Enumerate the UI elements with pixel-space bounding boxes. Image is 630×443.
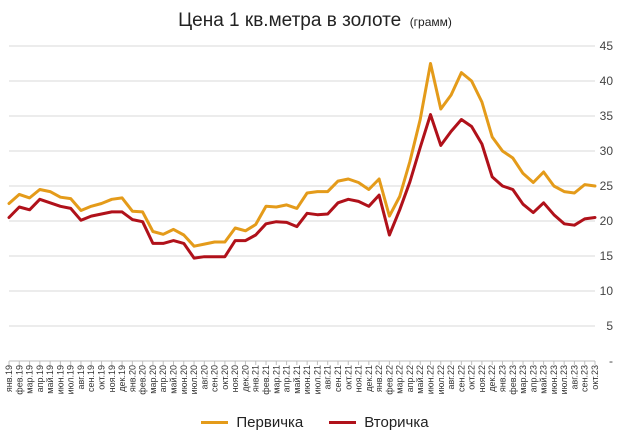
- x-tick-label: май.22: [415, 365, 425, 394]
- x-tick-label: окт.22: [467, 365, 477, 390]
- x-tick-label: апр.23: [528, 365, 538, 392]
- chart-title-unit: (грамм): [409, 15, 452, 29]
- x-tick-label: май.21: [292, 365, 302, 394]
- legend-swatch-primary: [201, 421, 229, 424]
- x-tick-label: ноя.22: [477, 365, 487, 392]
- x-tick-label: июн.20: [179, 365, 189, 394]
- x-tick-label: сен.23: [580, 365, 590, 392]
- x-tick-label: ноя.20: [230, 365, 240, 392]
- x-tick-label: окт.20: [220, 365, 230, 390]
- x-tick-label: июл.21: [312, 365, 322, 394]
- x-tick-label: апр.19: [35, 365, 45, 392]
- y-tick-label: 30: [600, 144, 614, 158]
- x-tick-label: дек.19: [117, 365, 127, 392]
- x-tick-label: янв.19: [4, 365, 14, 392]
- x-tick-label: ноя.19: [107, 365, 117, 392]
- x-tick-label: май.19: [45, 365, 55, 394]
- x-tick-label: июн.22: [426, 365, 436, 394]
- x-tick-label: июл.23: [559, 365, 569, 394]
- y-tick-label: 5: [606, 319, 613, 333]
- x-tick-label: дек.20: [240, 365, 250, 392]
- x-tick-label: июн.19: [55, 365, 65, 394]
- x-tick-label: дек.21: [364, 365, 374, 392]
- y-tick-label: 45: [600, 39, 614, 53]
- x-tick-label: апр.22: [405, 365, 415, 392]
- x-tick-label: ноя.21: [354, 365, 364, 392]
- x-tick-label: фев.20: [138, 365, 148, 395]
- x-tick-label: сен.19: [86, 365, 96, 392]
- x-tick-label: май.23: [539, 365, 549, 394]
- x-tick-label: авг.22: [446, 365, 456, 389]
- x-tick-label: авг.19: [76, 365, 86, 389]
- y-tick-label: 15: [600, 249, 614, 263]
- x-tick-label: сен.21: [333, 365, 343, 392]
- gridlines: [9, 45, 595, 362]
- x-tick-label: фев.23: [508, 365, 518, 395]
- x-tick-label: авг.21: [323, 365, 333, 389]
- x-tick-label: сен.20: [210, 365, 220, 392]
- y-tick-label: 20: [600, 214, 614, 228]
- x-tick-label: фев.21: [261, 365, 271, 395]
- y-tick-label: -: [609, 354, 613, 368]
- x-tick-label: июл.20: [189, 365, 199, 394]
- x-tick-label: апр.20: [158, 365, 168, 392]
- x-tick-label: фев.19: [14, 365, 24, 395]
- x-tick-label: янв.22: [374, 365, 384, 392]
- legend: Первичка Вторичка: [0, 414, 630, 431]
- chart-title-main: Цена 1 кв.метра в золоте: [178, 10, 402, 31]
- x-tick-label: янв.23: [497, 365, 507, 392]
- y-tick-label: 25: [600, 179, 614, 193]
- legend-label-primary: Первичка: [236, 414, 304, 431]
- x-tick-label: мар.23: [518, 365, 528, 394]
- x-tick-label: авг.23: [569, 365, 579, 389]
- x-tick-label: мар.22: [395, 365, 405, 394]
- x-tick-label: мар.20: [148, 365, 158, 394]
- x-tick-label: авг.20: [199, 365, 209, 389]
- x-tick-label: июн.21: [302, 365, 312, 394]
- legend-swatch-secondary: [329, 421, 357, 424]
- y-tick-label: 35: [600, 109, 614, 123]
- x-axis-ticks: янв.19 фев.19 мар.19 апр.19 май.19 июн.19 июл.…: [4, 361, 600, 395]
- x-tick-label: сен.22: [456, 365, 466, 392]
- x-tick-label: окт.21: [343, 365, 353, 390]
- x-tick-label: июн.23: [549, 365, 559, 394]
- x-tick-label: дек.22: [487, 365, 497, 392]
- y-tick-label: 10: [600, 284, 614, 298]
- x-tick-label: май.20: [168, 365, 178, 394]
- legend-item-primary: Первичка: [201, 414, 303, 431]
- x-tick-label: окт.23: [590, 365, 600, 390]
- series-line-secondary: [7, 113, 597, 260]
- x-tick-label: мар.19: [25, 365, 35, 394]
- legend-item-secondary: Вторичка: [329, 414, 429, 431]
- x-tick-label: окт.19: [97, 365, 107, 390]
- x-tick-label: июл.19: [66, 365, 76, 394]
- legend-label-secondary: Вторичка: [364, 414, 429, 431]
- series-lines: [7, 62, 597, 260]
- x-tick-label: фев.22: [384, 365, 394, 395]
- x-tick-label: янв.21: [251, 365, 261, 392]
- y-tick-label: 40: [600, 74, 614, 88]
- y-axis-ticks: - 5 10 15 20 25 30 35 40 45: [600, 39, 614, 368]
- chart-title: Цена 1 кв.метра в золоте (грамм): [0, 10, 630, 32]
- x-tick-label: мар.21: [271, 365, 281, 394]
- x-tick-label: янв.20: [127, 365, 137, 392]
- x-tick-label: апр.21: [282, 365, 292, 392]
- x-tick-label: июл.22: [436, 365, 446, 394]
- series-line-primary: [7, 62, 597, 248]
